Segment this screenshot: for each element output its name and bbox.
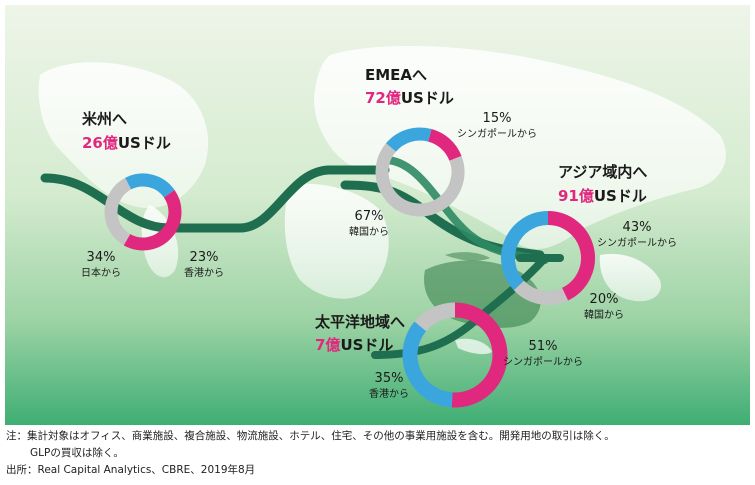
donut-slice-hong-kong (501, 211, 549, 291)
data-label: 51% (529, 339, 558, 354)
region-unit: USドル (401, 89, 454, 107)
donut-slice-japan (414, 302, 456, 332)
data-label: 20% (590, 292, 619, 307)
data-label: 23% (190, 250, 219, 265)
data-sublabel: 香港から (369, 388, 409, 400)
new-guinea-land (445, 252, 490, 261)
region-amount-line: 72億USドル (365, 89, 454, 107)
data-sublabel: 韓国から (584, 309, 624, 321)
donut-slice-singapore (427, 129, 462, 162)
donut-pacific (402, 302, 508, 408)
region-amount-line: 26億USドル (82, 134, 171, 152)
region-amount: 72億 (365, 89, 401, 107)
note-line: GLPの買収は除く。 (30, 447, 124, 459)
region-amount: 91億 (558, 187, 594, 205)
data-sublabel: 香港から (184, 267, 224, 279)
data-sublabel: シンガポールから (597, 237, 677, 249)
data-label: 67% (355, 209, 384, 224)
donut-slice-singapore (451, 302, 508, 408)
source-line: 出所：Real Capital Analytics、CBRE、2019年8月 (6, 464, 256, 476)
region-amount: 26億 (82, 134, 118, 152)
region-unit: USドル (118, 134, 171, 152)
donut-slice-singapore (123, 190, 182, 251)
donut-slice-hong-kong (386, 127, 432, 152)
pipeline-americas (40, 165, 390, 233)
region-unit: USドル (594, 187, 647, 205)
donut-slice-singapore (547, 211, 595, 301)
donut-slice-korea (375, 143, 465, 217)
region-label-emea: EMEAへ 72億USドル (365, 66, 454, 107)
donut-americas (104, 173, 182, 251)
donut-asia (501, 211, 595, 305)
donut-emea (375, 127, 465, 217)
chart-notes: 注：集計対象はオフィス、商業施設、複合施設、物流施設、ホテル、住宅、その他の事業… (6, 428, 751, 479)
data-sublabel: 日本から (81, 266, 121, 279)
note-line: 注：集計対象はオフィス、商業施設、複合施設、物流施設、ホテル、住宅、その他の事業… (6, 430, 615, 442)
data-sublabel: 韓国から (349, 226, 389, 238)
region-label-asia: アジア域内へ 91億USドル (558, 163, 647, 205)
nz-land (455, 338, 492, 355)
region-unit: USドル (340, 336, 393, 354)
data-label: 34% (87, 250, 116, 265)
data-label: 15% (483, 111, 512, 126)
slice-labels: 34% 日本から 23% 香港から 15% シンガポールから 67% 韓国から … (81, 111, 677, 400)
region-label-pacific: 太平洋地域へ 7億USドル (315, 313, 405, 354)
donut-slice-hong-kong (402, 321, 454, 408)
donut-slice-japan (104, 177, 132, 246)
region-title: 米州へ (82, 110, 127, 128)
region-label-americas: 米州へ 26億USドル (82, 110, 171, 152)
data-label: 43% (623, 220, 652, 235)
region-amount-line: 91億USドル (558, 187, 647, 205)
region-title: EMEAへ (365, 66, 427, 84)
donut-slice-korea (513, 280, 569, 305)
region-title: アジア域内へ (558, 163, 647, 181)
region-amount-line: 7億USドル (315, 336, 393, 354)
region-title: 太平洋地域へ (315, 313, 405, 331)
donut-slice-hong-kong (125, 173, 175, 198)
data-label: 35% (375, 371, 404, 386)
data-sublabel: シンガポールから (457, 128, 537, 140)
region-amount: 7億 (315, 336, 340, 354)
data-sublabel: シンガポールから (503, 356, 583, 368)
